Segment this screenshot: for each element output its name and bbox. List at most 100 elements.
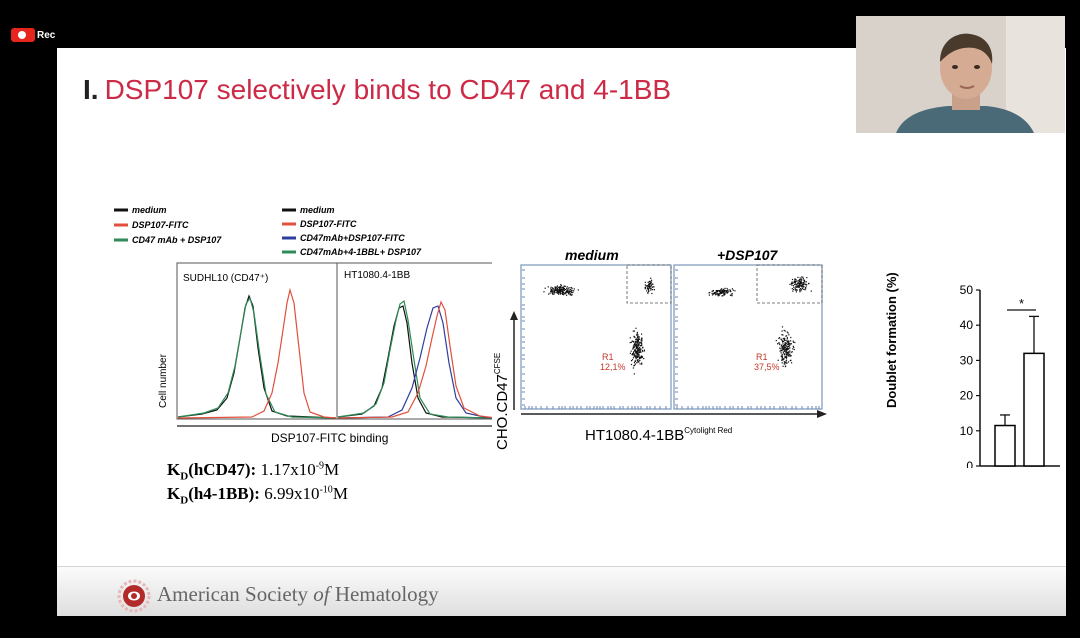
scatter-dot [639,349,641,351]
scatter-dot [788,340,790,342]
scatter-dot [786,362,788,364]
scatter-dot [726,290,728,292]
scatter-x-arrow [817,410,827,418]
scatter-dot [564,285,566,288]
scatter-dot [721,289,724,291]
scatter-dot [638,338,640,340]
scatter-dot [780,355,782,357]
scatter-dot [779,347,781,349]
panel-right-label: HT1080.4-1BB [344,270,410,281]
scatter-dot [730,291,732,293]
scatter-dot [791,284,793,286]
scatter-dot [571,287,573,289]
scatter-dot [639,358,641,360]
scatter-dot [632,357,634,359]
scatter-dot [572,291,574,294]
scatter-dot [711,292,713,294]
scatter-dot [634,349,636,352]
scatter-dot [560,285,562,287]
scatter-dot [647,281,649,283]
bar-y-label: Doublet formation (%) [884,272,899,408]
scatter-dot [632,354,634,356]
scatter-dot [641,362,643,364]
scatter-dot [641,355,643,357]
scatter-dot [544,287,546,289]
scatter-dot [633,362,636,364]
scatter-dot [800,286,802,288]
scatter-dot [633,365,635,367]
scatter-dot [789,355,791,357]
scatter-dot [567,293,570,295]
scatter-dot [801,288,804,290]
scatter-dot [781,357,783,359]
scatter-dot [570,289,572,291]
scatter-dot [784,363,786,365]
scatter-dot [780,345,782,347]
scatter-dot [640,348,642,350]
scatter-dot [781,355,783,357]
scatter-dot [644,286,646,288]
scatter-dot [568,292,570,294]
scatter-dot [803,286,805,288]
scatter-dot [785,356,787,358]
scatter-dot [641,357,643,359]
scatter-dot [551,287,554,289]
scatter-dot [647,286,650,288]
scatter-dot [786,337,788,339]
scatter-dot [571,294,573,296]
scatter-dot [652,283,654,285]
scatter-dot [567,287,570,289]
scatter-dot [636,356,638,358]
legend-label: CD47mAb+4-1BBL+ DSP107 [300,247,422,257]
scatter-dot [644,284,646,286]
webcam-video-feed[interactable] [856,16,1065,133]
scatter-dot [559,289,562,291]
scatter-dot [635,345,637,347]
scatter-dot [721,290,723,292]
histogram-panel-right [336,262,492,420]
legend-label: medium [300,205,335,215]
scatter-dot [559,292,561,294]
scatter-dot [638,352,640,354]
scatter-dot [799,288,801,290]
curve-medium-right [337,305,492,419]
scatter-dot [781,344,783,346]
scatter-dot [639,356,641,358]
legend-left: medium DSP107-FITC CD47 mAb + DSP107 [114,205,222,245]
scatter-dot [782,365,784,367]
scatter-dot [640,356,642,359]
scatter-dot [800,282,802,284]
scatter-dot [721,292,723,294]
scatter-dot [635,343,638,345]
gate-right-value: 37,5% [754,362,780,372]
curve-dsp107-right [337,300,492,419]
scatter-dot [559,290,561,292]
scatter-dot [635,352,638,354]
scatter-dot [633,355,635,357]
scatter-dot [644,281,646,283]
scatter-dot [636,333,638,335]
scatter-dot [566,290,568,292]
scatter-dot [631,353,634,355]
scatter-dot [637,345,639,347]
scatter-dot [712,290,714,292]
scatter-dot [650,284,652,286]
scatter-dot [570,291,572,293]
scatter-dot [635,341,637,343]
scatter-dot [799,283,801,285]
scatter-dot [635,354,637,356]
scatter-dot [797,281,799,283]
scatter-dot [800,280,802,283]
scatter-dot [648,290,650,292]
scatter-dot [793,281,795,284]
scatter-dot [797,276,799,278]
scatter-dot [792,288,795,291]
scatter-dot [633,341,635,343]
scatter-right-title: +DSP107 [717,247,779,263]
scatter-dot [785,350,787,353]
scatter-dot [787,346,789,348]
title-number: I. [83,74,99,105]
scatter-dot [560,284,562,286]
scatter-dot [721,288,723,290]
scatter-dot [803,280,805,282]
